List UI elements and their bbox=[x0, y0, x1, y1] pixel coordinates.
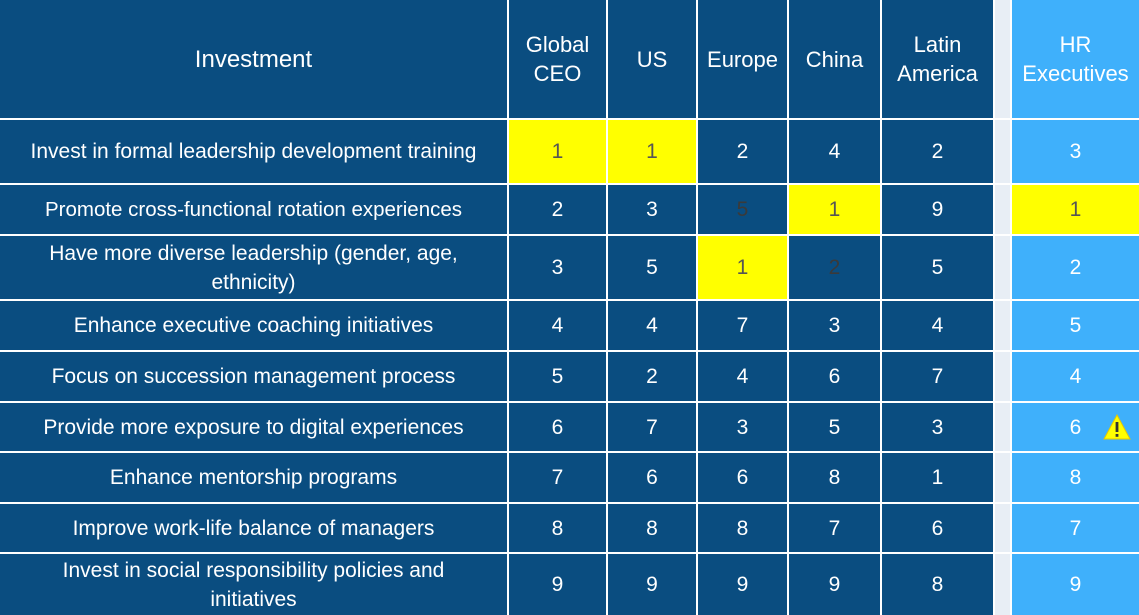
row-label: Focus on succession management process bbox=[0, 351, 509, 403]
row-label: Improve work-life balance of managers bbox=[0, 503, 509, 554]
col-header-europe: Europe bbox=[697, 0, 789, 120]
rank-cell: 7 bbox=[508, 452, 608, 504]
col-header-china: China bbox=[788, 0, 882, 120]
col-header-global-ceo: Global CEO bbox=[508, 0, 608, 120]
rank-cell: 3 bbox=[607, 184, 698, 236]
rank-cell: 9 bbox=[697, 553, 789, 615]
col-header-hr-executives: HR Executives bbox=[1011, 0, 1139, 120]
table-row: Improve work-life balance of managers 8 … bbox=[0, 503, 1139, 554]
column-gap bbox=[994, 184, 1012, 236]
rank-cell: 1 bbox=[1011, 184, 1139, 236]
rank-cell: 7 bbox=[788, 503, 882, 554]
table-row: Have more diverse leadership (gender, ag… bbox=[0, 235, 1139, 301]
warning-icon bbox=[1103, 414, 1131, 440]
rank-cell: 7 bbox=[1011, 503, 1139, 554]
table-row: Invest in formal leadership development … bbox=[0, 119, 1139, 185]
rank-cell: 7 bbox=[697, 300, 789, 352]
row-label: Have more diverse leadership (gender, ag… bbox=[0, 235, 509, 301]
table-row: Provide more exposure to digital experie… bbox=[0, 402, 1139, 453]
rank-cell: 5 bbox=[1011, 300, 1139, 352]
rank-cell: 3 bbox=[788, 300, 882, 352]
rank-cell: 4 bbox=[607, 300, 698, 352]
rank-cell: 6 bbox=[508, 402, 608, 453]
column-gap bbox=[994, 351, 1012, 403]
table-row: Promote cross-functional rotation experi… bbox=[0, 184, 1139, 236]
rank-cell: 4 bbox=[697, 351, 789, 403]
rank-cell: 2 bbox=[788, 235, 882, 301]
rank-cell: 5 bbox=[788, 402, 882, 453]
rank-cell: 3 bbox=[508, 235, 608, 301]
rank-cell: 9 bbox=[788, 553, 882, 615]
row-label: Enhance mentorship programs bbox=[0, 452, 509, 504]
investment-header: Investment bbox=[0, 0, 509, 120]
rank-cell: 1 bbox=[508, 119, 608, 185]
rank-cell: 9 bbox=[607, 553, 698, 615]
rank-cell: 2 bbox=[881, 119, 995, 185]
rank-cell: 6 bbox=[697, 452, 789, 504]
rank-cell: 6 bbox=[788, 351, 882, 403]
rank-cell: 6 bbox=[607, 452, 698, 504]
table-row: Enhance executive coaching initiatives 4… bbox=[0, 300, 1139, 352]
rank-cell: 4 bbox=[1011, 351, 1139, 403]
col-header-latin-america: Latin America bbox=[881, 0, 995, 120]
rank-cell-flagged: 6 bbox=[1011, 402, 1139, 453]
rank-cell: 8 bbox=[607, 503, 698, 554]
row-label: Invest in social responsibility policies… bbox=[0, 553, 509, 615]
rank-value: 6 bbox=[1069, 415, 1082, 439]
rank-cell: 6 bbox=[881, 503, 995, 554]
rank-cell: 5 bbox=[697, 184, 789, 236]
rank-cell: 1 bbox=[697, 235, 789, 301]
rank-cell: 2 bbox=[607, 351, 698, 403]
rank-cell: 1 bbox=[788, 184, 882, 236]
rank-cell: 7 bbox=[607, 402, 698, 453]
column-gap bbox=[994, 503, 1012, 554]
column-gap bbox=[994, 452, 1012, 504]
rank-cell: 2 bbox=[697, 119, 789, 185]
column-gap bbox=[994, 235, 1012, 301]
table-row: Enhance mentorship programs 7 6 6 8 1 8 bbox=[0, 452, 1139, 504]
rank-cell: 9 bbox=[508, 553, 608, 615]
rank-cell: 9 bbox=[881, 184, 995, 236]
rank-cell: 5 bbox=[508, 351, 608, 403]
rank-cell: 1 bbox=[607, 119, 698, 185]
table-row: Invest in social responsibility policies… bbox=[0, 553, 1139, 615]
rank-cell: 4 bbox=[881, 300, 995, 352]
table-row: Focus on succession management process 5… bbox=[0, 351, 1139, 403]
row-label: Enhance executive coaching initiatives bbox=[0, 300, 509, 352]
rank-cell: 7 bbox=[881, 351, 995, 403]
column-gap bbox=[994, 0, 1012, 120]
rank-cell: 8 bbox=[697, 503, 789, 554]
rank-cell: 8 bbox=[508, 503, 608, 554]
col-header-us: US bbox=[607, 0, 698, 120]
rank-cell: 4 bbox=[788, 119, 882, 185]
rank-cell: 3 bbox=[881, 402, 995, 453]
column-gap bbox=[994, 300, 1012, 352]
rank-cell: 1 bbox=[881, 452, 995, 504]
row-label: Provide more exposure to digital experie… bbox=[0, 402, 509, 453]
rank-cell: 8 bbox=[1011, 452, 1139, 504]
rank-cell: 4 bbox=[508, 300, 608, 352]
column-gap bbox=[994, 119, 1012, 185]
column-gap bbox=[994, 402, 1012, 453]
rank-cell: 3 bbox=[697, 402, 789, 453]
column-gap bbox=[994, 553, 1012, 615]
rank-cell: 3 bbox=[1011, 119, 1139, 185]
header-row: Investment Global CEO US Europe China La… bbox=[0, 0, 1139, 120]
rank-cell: 5 bbox=[607, 235, 698, 301]
rank-cell: 2 bbox=[1011, 235, 1139, 301]
rank-cell: 8 bbox=[881, 553, 995, 615]
rank-cell: 9 bbox=[1011, 553, 1139, 615]
row-label: Promote cross-functional rotation experi… bbox=[0, 184, 509, 236]
rank-cell: 5 bbox=[881, 235, 995, 301]
rank-cell: 2 bbox=[508, 184, 608, 236]
row-label: Invest in formal leadership development … bbox=[0, 119, 509, 185]
rank-cell: 8 bbox=[788, 452, 882, 504]
